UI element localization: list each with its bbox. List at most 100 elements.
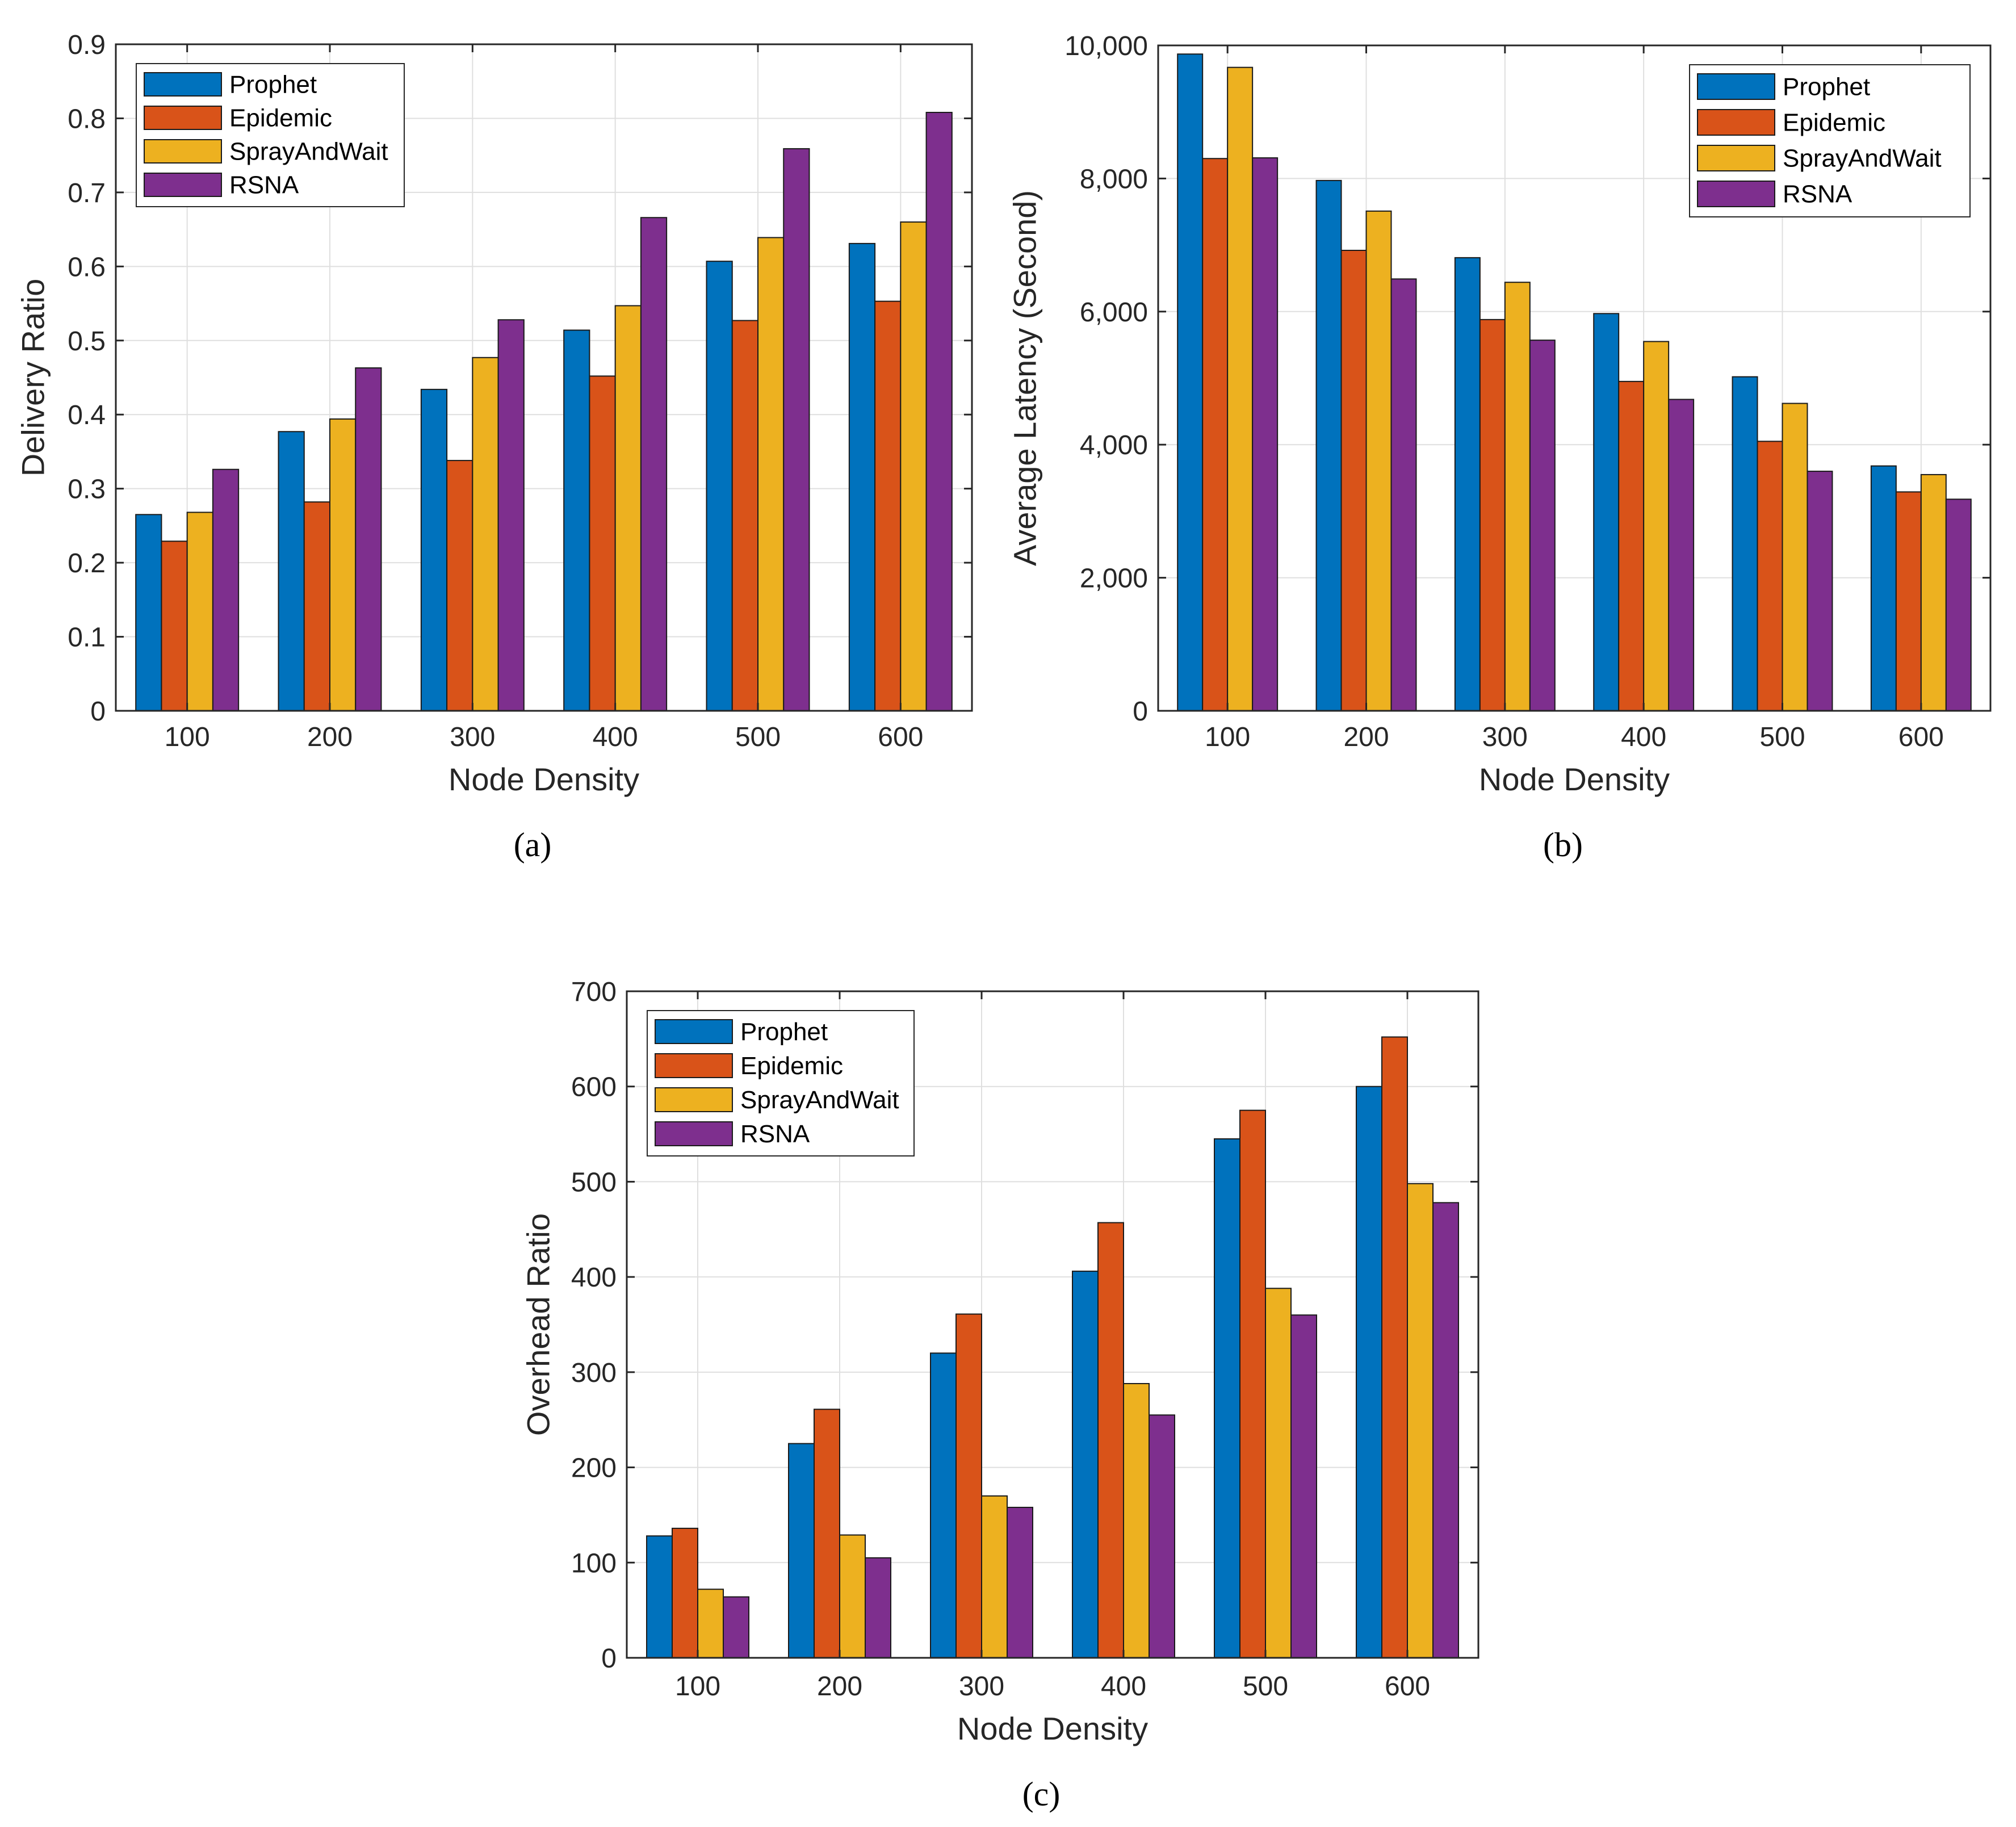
x-tick-label: 300 — [450, 722, 495, 752]
y-axis-label: Overhead Ratio — [521, 1213, 556, 1436]
legend-swatch-prophet — [1697, 73, 1775, 100]
y-tick-label: 0 — [90, 697, 106, 727]
legend-swatch-epidemic — [655, 1053, 733, 1078]
legend-swatch-sprayandwait — [1697, 145, 1775, 171]
legend-swatch-sprayandwait — [655, 1087, 733, 1112]
legend-label-epidemic: Epidemic — [229, 104, 332, 132]
bar-epidemic-500 — [1239, 1109, 1266, 1658]
bar-sprayandwait-300 — [1504, 282, 1531, 711]
x-tick-label: 200 — [307, 722, 353, 752]
x-tick-label: 600 — [1898, 722, 1944, 752]
bar-prophet-100 — [1177, 53, 1204, 712]
bar-prophet-500 — [706, 261, 733, 711]
bar-epidemic-500 — [1757, 441, 1783, 712]
bar-rsna-400 — [640, 217, 668, 711]
bar-rsna-300 — [1529, 340, 1556, 711]
bar-epidemic-200 — [1340, 249, 1367, 711]
y-axis-label: Average Latency (Second) — [1007, 190, 1043, 566]
bar-sprayandwait-500 — [1265, 1288, 1292, 1658]
bar-prophet-600 — [1870, 465, 1897, 711]
legend-label-prophet: Prophet — [740, 1018, 828, 1046]
bar-sprayandwait-100 — [697, 1589, 724, 1659]
bar-rsna-100 — [1252, 157, 1279, 711]
x-tick-label: 400 — [1101, 1671, 1146, 1702]
bar-prophet-600 — [1356, 1086, 1382, 1658]
bar-prophet-100 — [646, 1535, 673, 1658]
y-tick-label: 0.3 — [68, 475, 106, 505]
legend-label-rsna: RSNA — [229, 171, 299, 199]
x-tick-label: 600 — [1385, 1671, 1430, 1702]
y-tick-label: 6,000 — [1080, 297, 1148, 328]
bar-sprayandwait-100 — [1227, 66, 1254, 711]
y-tick-label: 0.5 — [68, 326, 106, 357]
bar-rsna-500 — [783, 148, 810, 711]
legend: Prophet Epidemic SprayAndWait RSNA — [1689, 64, 1971, 217]
y-tick-label: 0.1 — [68, 623, 106, 653]
bar-sprayandwait-100 — [186, 512, 213, 711]
bar-rsna-600 — [1432, 1202, 1459, 1658]
bar-prophet-500 — [1732, 376, 1758, 711]
x-axis-label: Node Density — [957, 1711, 1148, 1746]
x-tick-label: 100 — [165, 722, 210, 752]
bar-sprayandwait-200 — [1365, 210, 1392, 711]
bar-rsna-500 — [1290, 1314, 1317, 1658]
y-tick-label: 0.6 — [68, 252, 106, 282]
chart-caption: (a) — [514, 826, 552, 864]
x-tick-label: 100 — [675, 1671, 720, 1702]
legend-label-prophet: Prophet — [1783, 73, 1870, 101]
legend-label-rsna: RSNA — [1783, 181, 1852, 208]
bar-prophet-300 — [420, 388, 448, 711]
bar-epidemic-300 — [446, 460, 473, 711]
bar-prophet-300 — [930, 1352, 957, 1658]
y-tick-label: 600 — [571, 1072, 617, 1103]
bar-epidemic-100 — [161, 540, 188, 711]
bar-sprayandwait-200 — [329, 418, 357, 711]
bar-prophet-400 — [1072, 1271, 1099, 1658]
x-tick-label: 500 — [1243, 1671, 1288, 1702]
bar-rsna-400 — [1149, 1414, 1175, 1658]
y-tick-label: 100 — [571, 1548, 617, 1578]
bar-sprayandwait-600 — [900, 221, 927, 712]
y-tick-label: 0.9 — [68, 30, 106, 60]
y-tick-label: 400 — [571, 1263, 617, 1293]
bar-sprayandwait-600 — [1920, 473, 1947, 711]
legend-swatch-prophet — [144, 72, 222, 97]
bar-epidemic-400 — [1097, 1222, 1124, 1658]
x-tick-label: 600 — [878, 722, 923, 752]
bar-sprayandwait-200 — [839, 1534, 866, 1658]
bar-rsna-200 — [865, 1557, 891, 1659]
x-tick-label: 200 — [1343, 722, 1389, 752]
y-tick-label: 300 — [571, 1358, 617, 1388]
bar-sprayandwait-300 — [472, 357, 499, 711]
bar-epidemic-600 — [1381, 1036, 1408, 1659]
bar-epidemic-600 — [1895, 491, 1922, 711]
bar-rsna-300 — [497, 319, 525, 711]
legend-swatch-epidemic — [144, 106, 222, 130]
x-tick-label: 500 — [1759, 722, 1805, 752]
bar-epidemic-500 — [731, 320, 759, 711]
legend-label-rsna: RSNA — [740, 1120, 810, 1148]
y-tick-label: 500 — [571, 1167, 617, 1197]
y-tick-label: 0.8 — [68, 104, 106, 134]
x-tick-label: 400 — [1621, 722, 1666, 752]
bar-sprayandwait-600 — [1407, 1183, 1434, 1659]
bar-rsna-500 — [1807, 471, 1833, 712]
bar-prophet-200 — [1315, 179, 1342, 711]
bar-prophet-200 — [788, 1443, 815, 1659]
y-tick-label: 0.4 — [68, 400, 106, 430]
bar-epidemic-400 — [589, 375, 616, 711]
legend-label-sprayandwait: SprayAndWait — [1783, 145, 1942, 173]
bar-epidemic-300 — [955, 1313, 982, 1658]
y-tick-label: 4,000 — [1080, 430, 1148, 460]
bar-epidemic-200 — [814, 1409, 840, 1658]
y-tick-label: 0.2 — [68, 548, 106, 579]
bar-rsna-200 — [355, 367, 382, 711]
bar-prophet-300 — [1454, 257, 1481, 712]
chart-a-svg: 0 0.1 0.2 0.3 0.4 0.5 0.6 0.7 0.8 0.9 100 200 300 400… — [15, 30, 973, 864]
x-axis-label: Node Density — [449, 761, 639, 797]
chart-panel-c: 0 100 200 300 400 500 600 700 100 200 300 400 500 600… — [500, 937, 1522, 1827]
bar-epidemic-100 — [1202, 158, 1229, 711]
chart-caption: (b) — [1543, 826, 1583, 864]
bar-epidemic-600 — [874, 300, 902, 711]
y-tick-label: 700 — [571, 977, 617, 1007]
